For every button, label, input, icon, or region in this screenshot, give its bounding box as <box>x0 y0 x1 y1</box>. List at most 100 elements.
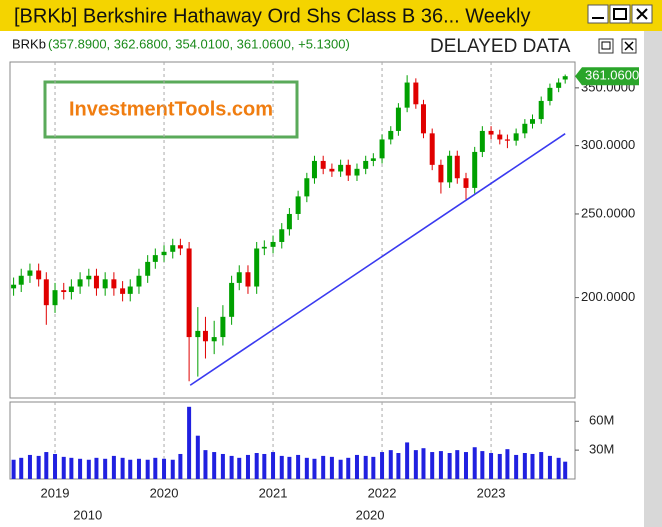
candle-body <box>52 290 58 306</box>
minimize-button[interactable] <box>587 4 609 24</box>
volume-bar <box>396 453 401 479</box>
candle-body <box>311 160 317 179</box>
x-tick-label: 2020 <box>150 485 179 500</box>
title-bar <box>0 0 662 31</box>
volume-bar <box>254 453 259 479</box>
candle-body <box>488 130 494 135</box>
volume-bar <box>388 450 393 479</box>
volume-pane <box>9 401 576 480</box>
window-buttons[interactable] <box>587 4 653 24</box>
candle-body <box>413 82 419 105</box>
candle-body <box>497 134 503 140</box>
candle-body <box>127 286 133 294</box>
candle-body <box>472 151 478 188</box>
volume-bar <box>489 453 494 479</box>
candle-body <box>354 168 360 176</box>
last-price-box <box>575 67 639 86</box>
candle-body <box>404 82 410 108</box>
volume-bar <box>421 448 426 479</box>
candle-body <box>202 330 208 342</box>
candle-body <box>395 107 401 131</box>
candle-body <box>93 275 99 289</box>
volume-bar <box>556 457 561 479</box>
volume-bar <box>36 455 41 479</box>
candle-body <box>86 275 92 280</box>
delayed-badge: DELAYED DATA <box>430 36 571 57</box>
volume-bar <box>480 451 485 479</box>
candle-body <box>438 164 444 183</box>
volume-bar <box>405 442 410 479</box>
volume-bar <box>187 406 192 479</box>
candle-body <box>161 251 167 256</box>
volume-bar <box>530 453 535 479</box>
candle-body <box>420 104 426 134</box>
candle-body <box>111 279 117 289</box>
trendline <box>189 133 566 386</box>
candle-body <box>454 155 460 179</box>
volume-bar <box>103 458 108 479</box>
volume-bar <box>27 454 32 479</box>
volume-bar <box>94 457 99 479</box>
volume-bar <box>162 458 167 479</box>
volume-bar <box>514 454 519 479</box>
volume-bar <box>522 453 527 479</box>
restore-button[interactable] <box>598 38 614 54</box>
candle-body <box>320 160 326 169</box>
volume-bar <box>237 457 242 479</box>
volume-bar <box>61 456 66 479</box>
y-tick-label: 300.0000 <box>581 137 635 152</box>
volume-bar <box>78 458 83 479</box>
window-title: [BRKb] Berkshire Hathaway Ord Shs Class … <box>14 5 531 27</box>
candle-body <box>447 155 453 183</box>
candle-body <box>338 164 344 172</box>
candle-body <box>61 290 67 293</box>
volume-bar <box>472 447 477 479</box>
candle-body <box>245 272 251 287</box>
volume-bar <box>329 456 334 479</box>
volume-bar <box>463 452 468 479</box>
candle-body <box>538 100 544 120</box>
icon <box>636 8 648 20</box>
volume-bar <box>430 452 435 479</box>
candle-body <box>152 255 158 262</box>
candle-body <box>513 133 519 141</box>
candle-body <box>43 279 49 306</box>
candle-body <box>556 82 562 88</box>
volume-bar <box>413 450 418 479</box>
volume-bar <box>120 457 125 479</box>
x-tick-label: 2023 <box>477 485 506 500</box>
price-pane <box>9 61 576 399</box>
candle-body <box>254 248 260 287</box>
volume-bar <box>229 455 234 479</box>
volume-bar <box>505 449 510 479</box>
watermark-box <box>43 80 299 139</box>
x-tick-label: 2021 <box>259 485 288 500</box>
volume-bar <box>195 435 200 479</box>
symbol: BRKb <box>12 36 46 51</box>
candle-body <box>68 286 74 293</box>
y-tick-label: 200.0000 <box>581 289 635 304</box>
volume-bar <box>547 455 552 479</box>
volume-bar <box>338 459 343 479</box>
volume-bar <box>178 453 183 479</box>
candle-body <box>329 168 335 172</box>
volume-bar <box>438 451 443 479</box>
candle-body <box>236 272 242 283</box>
icon <box>601 41 611 50</box>
candle-body <box>211 337 217 342</box>
x-tick-label: 2010 <box>73 507 102 522</box>
volume-bar <box>203 450 208 479</box>
volume-bar <box>19 457 24 479</box>
volume-bar <box>44 452 49 479</box>
candle-body <box>547 87 553 101</box>
volume-bar <box>304 457 309 479</box>
volume-bar <box>296 454 301 479</box>
volume-bar <box>128 459 133 479</box>
x-tick-label: 2020 <box>356 507 385 522</box>
icon <box>624 41 634 51</box>
volume-bar <box>262 453 267 479</box>
volume-bar <box>145 459 150 479</box>
candle-body <box>229 282 235 317</box>
volume-bar <box>170 459 175 479</box>
